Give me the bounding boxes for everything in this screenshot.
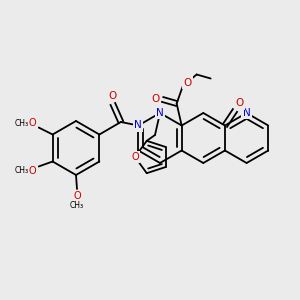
Text: O: O [184,77,192,88]
Text: O: O [236,98,244,109]
Text: CH₃: CH₃ [15,166,29,175]
Text: O: O [29,118,36,128]
Text: O: O [152,94,160,104]
Text: O: O [131,152,139,162]
Text: N: N [134,121,142,130]
Text: O: O [109,91,117,101]
Text: O: O [73,191,81,201]
Text: N: N [243,108,250,118]
Text: N: N [156,108,164,118]
Text: CH₃: CH₃ [15,119,29,128]
Text: CH₃: CH₃ [70,200,84,209]
Text: O: O [29,166,36,176]
